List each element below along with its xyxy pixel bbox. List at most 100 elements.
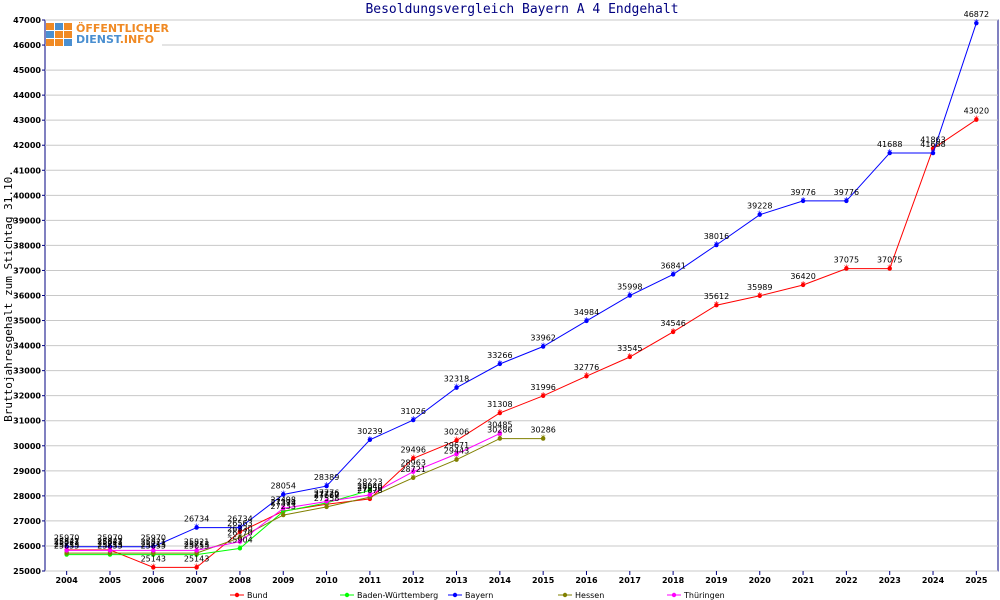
data-point-marker	[324, 499, 329, 504]
data-point-marker	[540, 393, 546, 398]
x-tick-label: 2019	[705, 576, 728, 585]
data-label: 30239	[357, 427, 382, 436]
series-line	[66, 489, 371, 556]
data-label: 39228	[747, 202, 772, 211]
data-point-marker	[454, 438, 459, 443]
x-tick-label: 2004	[56, 576, 79, 585]
data-labels: 25842 25842 25143 25143 26563 27393 27667 27878…	[54, 10, 989, 563]
data-label: 36420	[790, 272, 815, 281]
data-label: 25655	[97, 542, 122, 551]
data-label: 28054	[271, 482, 296, 491]
data-label: 25970	[54, 534, 79, 543]
legend-label: Bayern	[465, 591, 493, 600]
data-label: 31308	[487, 400, 512, 409]
data-label: 35998	[617, 283, 642, 292]
data-point-marker	[367, 488, 373, 493]
data-label: 25821	[54, 537, 79, 546]
data-point-marker	[584, 318, 589, 324]
data-point-marker	[627, 354, 632, 360]
x-tick-label: 2018	[662, 576, 685, 585]
data-label: 27233	[271, 502, 296, 511]
y-tick-label: 32000	[13, 392, 41, 401]
data-point-marker	[411, 456, 416, 461]
data-label: 41688	[920, 140, 945, 149]
data-point-marker	[454, 457, 459, 462]
data-label: 32318	[444, 375, 469, 384]
data-label: 25143	[184, 554, 209, 563]
y-tick-label: 34000	[13, 342, 41, 351]
data-label: 27393	[271, 498, 296, 507]
data-point-marker	[281, 509, 286, 514]
data-label: 25713	[141, 540, 166, 549]
data-point-marker	[540, 344, 546, 349]
data-label: 28389	[314, 473, 339, 482]
x-tick-label: 2021	[792, 576, 815, 585]
y-tick-label: 46000	[13, 41, 41, 50]
x-tick-label: 2006	[142, 576, 165, 585]
data-label: 30286	[487, 426, 512, 435]
data-label: 33545	[617, 344, 642, 353]
x-tick-label: 2010	[315, 576, 338, 585]
data-label: 25713	[184, 540, 209, 549]
data-label: 33266	[487, 351, 512, 360]
data-point-marker	[887, 266, 892, 271]
data-label: 25713	[97, 540, 122, 549]
data-label: 25655	[184, 542, 209, 551]
data-point-marker	[497, 361, 503, 367]
data-label: 25970	[141, 534, 166, 543]
logo: ÖFFENTLICHER DIENST.INFO	[46, 22, 169, 46]
data-label: 25143	[141, 554, 166, 563]
data-point-marker	[194, 565, 199, 570]
data-label: 25821	[141, 537, 166, 546]
data-label: 27950	[357, 484, 382, 493]
data-label: 27720	[314, 490, 339, 499]
x-tick-label: 2015	[532, 576, 555, 585]
data-point-marker	[800, 198, 806, 204]
x-tick-label: 2005	[99, 576, 122, 585]
data-point-marker	[237, 525, 243, 530]
logo-text: ÖFFENTLICHER DIENST.INFO	[76, 22, 169, 46]
data-point-marker	[584, 374, 589, 379]
legend-marker	[562, 592, 568, 598]
data-point-marker	[974, 117, 979, 122]
y-tick-label: 47000	[13, 16, 41, 25]
data-label: 26734	[227, 515, 252, 524]
data-label: 26330	[227, 525, 252, 534]
data-label: 37075	[834, 256, 859, 265]
data-label: 27558	[314, 494, 339, 503]
legend-label: Bund	[247, 591, 268, 600]
y-axis-label: Bruttojahresgehalt zum Stichtag 31.10.	[2, 170, 15, 422]
x-tick-label: 2009	[272, 576, 295, 585]
data-label: 25970	[97, 534, 122, 543]
data-label: 28040	[357, 482, 382, 491]
y-tick-label: 42000	[13, 141, 41, 150]
data-point-marker	[107, 548, 113, 553]
data-point-marker	[670, 329, 676, 335]
data-label: 43020	[964, 107, 989, 116]
series-line	[66, 119, 977, 568]
data-label: 25904	[227, 535, 252, 544]
y-tick-label: 41000	[13, 166, 41, 175]
data-label: 39776	[790, 188, 815, 197]
y-tick-label: 35000	[13, 317, 41, 326]
data-label: 30485	[487, 421, 512, 430]
y-tick-label: 43000	[13, 116, 41, 125]
x-tick-label: 2007	[185, 576, 207, 585]
data-point-marker	[411, 469, 416, 474]
y-tick-label: 30000	[13, 442, 41, 451]
data-point-marker	[757, 293, 762, 298]
y-tick-label: 25000	[13, 567, 41, 576]
data-label: 41863	[920, 136, 945, 145]
data-label: 34984	[574, 308, 599, 317]
data-label: 27498	[271, 495, 296, 504]
data-label: 39776	[834, 188, 859, 197]
data-point-marker	[497, 431, 503, 436]
data-point-marker	[151, 544, 156, 549]
y-tick-label: 37000	[13, 266, 41, 275]
data-point-marker	[974, 21, 979, 26]
series-hessen: ************	[64, 434, 546, 560]
data-point-marker	[411, 417, 416, 423]
legend-item-bund: Bund	[230, 591, 268, 600]
x-tick-label: 2012	[402, 576, 424, 585]
